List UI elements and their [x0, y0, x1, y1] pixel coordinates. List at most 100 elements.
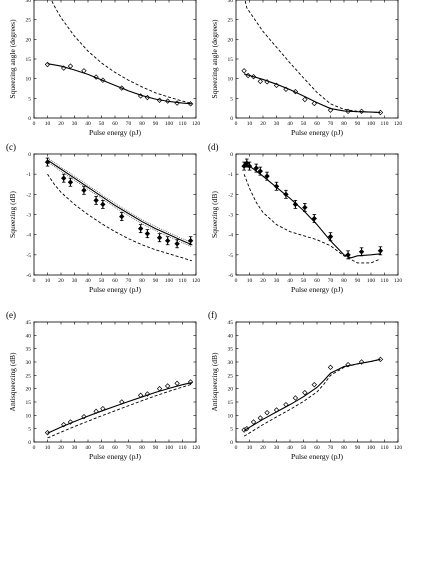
x-tick-label: 90 — [355, 278, 361, 284]
panel-label: (e) — [6, 310, 16, 320]
y-tick-label: -3 — [228, 213, 233, 219]
x-tick-label: 20 — [260, 121, 266, 127]
x-tick-label: 60 — [314, 278, 320, 284]
x-tick-label: 20 — [58, 445, 64, 451]
series-line-dashed — [244, 0, 381, 113]
x-tick-label: 30 — [72, 121, 78, 127]
data-point — [327, 233, 334, 240]
data-point — [311, 215, 317, 222]
x-tick-label: 0 — [33, 278, 36, 284]
x-tick-label: 10 — [45, 278, 51, 284]
x-tick-label: 40 — [287, 445, 293, 451]
plot-area — [44, 0, 194, 107]
x-tick-label: 80 — [341, 278, 347, 284]
data-point — [253, 165, 259, 171]
data-point — [311, 381, 317, 388]
data-point — [100, 201, 106, 208]
data-point — [292, 395, 299, 401]
y-tick-label: 5 — [28, 427, 31, 433]
panel-squeezing-angle-left: 0 10 20 30 40 50 60 70 80 90 100 110 120 0 5 10 15 20 25 30… — [8, 0, 200, 137]
data-point — [61, 175, 67, 181]
data-point — [156, 234, 163, 241]
x-tick-label: 80 — [139, 121, 145, 127]
x-tick-label: 50 — [301, 121, 307, 127]
x-tick-label: 70 — [328, 121, 334, 127]
y-tick-label: 5 — [230, 427, 233, 433]
x-tick-label: 120 — [192, 278, 201, 284]
data-point — [241, 68, 247, 74]
data-point — [377, 248, 384, 254]
x-tick-label: 110 — [380, 445, 388, 451]
series-line-solid — [243, 358, 381, 432]
y-tick-label: 40 — [26, 333, 32, 339]
y-axis-label: Antisqueezing (dB) — [8, 352, 17, 411]
plot-area — [241, 158, 384, 264]
data-point — [358, 249, 365, 255]
x-tick-label: 70 — [126, 445, 132, 451]
x-tick-label: 100 — [367, 445, 376, 451]
x-tick-label: 80 — [341, 445, 347, 451]
x-tick-label: 60 — [314, 445, 320, 451]
data-point — [264, 173, 270, 179]
x-tick-label: 30 — [274, 121, 280, 127]
data-point — [67, 63, 74, 69]
panel-c-squeezing: 0 10 20 30 40 50 60 70 80 90 100 110 120 -6 -5 -4 -3 -2 -1… — [6, 142, 200, 294]
x-axis-label: Pulse energy (pJ) — [89, 128, 141, 137]
x-tick-label: 90 — [153, 121, 159, 127]
x-tick-label: 120 — [394, 121, 403, 127]
x-tick-label: 110 — [380, 121, 388, 127]
y-tick-label: 35 — [228, 347, 234, 353]
x-tick-label: 100 — [165, 445, 174, 451]
panel-e-antisqueezing: 0 10 20 30 40 50 60 70 80 90 100 110 120 0 5 10 15 20 25 30… — [6, 310, 200, 461]
x-tick-label: 0 — [235, 121, 238, 127]
y-tick-label: 45 — [228, 320, 234, 326]
y-tick-label: 20 — [228, 37, 234, 43]
data-point — [257, 415, 263, 421]
plot-area — [241, 0, 384, 116]
series-line-dashed — [243, 174, 381, 264]
y-tick-label: -4 — [228, 233, 233, 239]
x-tick-label: 120 — [394, 278, 403, 284]
data-point — [137, 225, 144, 232]
y-axis-label: Antisqueezing (dB) — [210, 352, 219, 411]
x-tick-label: 110 — [178, 121, 186, 127]
y-tick-label: -4 — [26, 233, 31, 239]
y-tick-label: 40 — [228, 333, 234, 339]
data-point — [93, 197, 99, 204]
plot-frame — [235, 0, 399, 119]
x-tick-label: 20 — [260, 278, 266, 284]
y-tick-label: 45 — [26, 320, 32, 326]
data-point — [302, 389, 308, 396]
y-tick-label: -5 — [228, 253, 233, 259]
y-tick-label: 10 — [26, 77, 32, 83]
y-tick-label: 30 — [228, 360, 234, 366]
x-tick-label: 100 — [367, 278, 376, 284]
y-tick-label: 0 — [230, 440, 233, 446]
plot-area — [44, 157, 194, 262]
panel-squeezing-angle-right: 0 10 20 30 40 50 60 70 80 90 100 110 120 0 5 10 15 20 25 30… — [210, 0, 402, 137]
y-tick-label: 10 — [26, 413, 32, 419]
panel-label: (f) — [208, 310, 217, 320]
x-tick-label: 10 — [45, 445, 51, 451]
panel-label: (c) — [6, 142, 16, 152]
y-tick-label: 25 — [228, 18, 234, 24]
x-tick-label: 30 — [72, 445, 78, 451]
data-point — [264, 409, 270, 416]
x-tick-label: 60 — [112, 278, 118, 284]
series-line-solid — [47, 159, 193, 246]
y-tick-label: -1 — [228, 172, 233, 178]
x-tick-label: 30 — [72, 278, 78, 284]
y-tick-label: -6 — [26, 273, 31, 279]
y-tick-label: -2 — [26, 192, 31, 198]
y-tick-label: -1 — [26, 172, 31, 178]
x-tick-label: 110 — [380, 278, 388, 284]
y-tick-label: 0 — [28, 152, 31, 158]
series-line-dashed — [50, 0, 193, 104]
x-tick-label: 60 — [112, 121, 118, 127]
x-tick-label: 70 — [328, 445, 334, 451]
x-tick-label: 80 — [139, 278, 145, 284]
x-tick-label: 80 — [139, 445, 145, 451]
series-line-solid — [47, 381, 193, 434]
x-axis-label: Pulse energy (pJ) — [291, 285, 343, 294]
series-line-dotted — [47, 157, 193, 244]
